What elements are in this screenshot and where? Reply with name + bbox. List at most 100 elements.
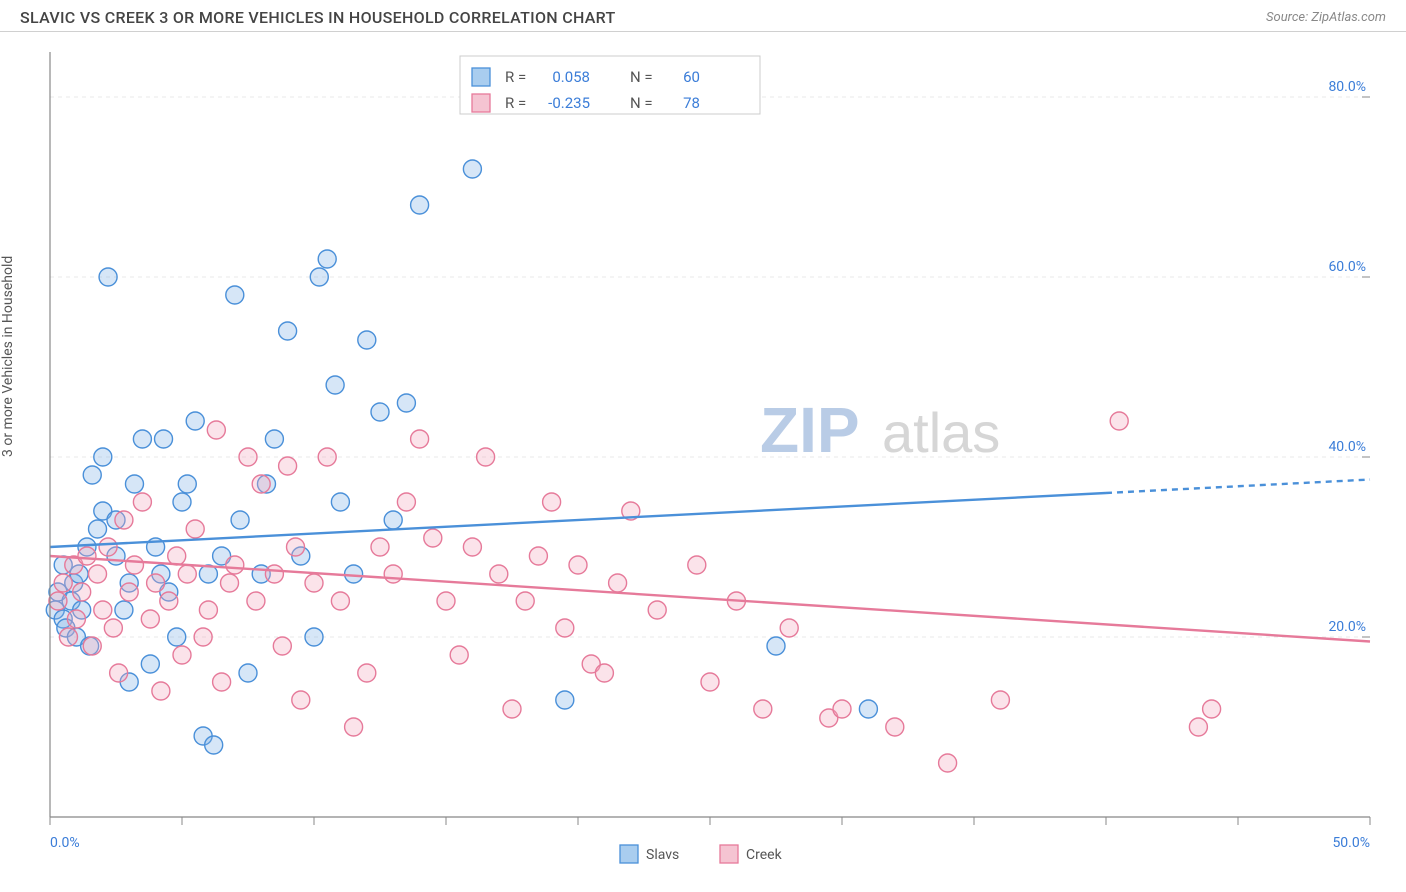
scatter-point — [110, 664, 128, 682]
svg-text:R =: R = — [505, 94, 526, 112]
scatter-point — [173, 493, 191, 511]
scatter-point — [168, 547, 186, 565]
scatter-point — [199, 601, 217, 619]
scatter-point — [529, 547, 547, 565]
scatter-point — [147, 574, 165, 592]
scatter-point — [939, 754, 957, 772]
y-axis-label: 3 or more Vehicles in Household — [0, 256, 16, 457]
scatter-point — [59, 628, 77, 646]
scatter-point — [310, 268, 328, 286]
scatter-point — [305, 574, 323, 592]
regression-line — [50, 493, 1106, 547]
svg-text:atlas: atlas — [882, 401, 1000, 464]
source-label: Source: ZipAtlas.com — [1266, 10, 1386, 25]
scatter-point — [186, 412, 204, 430]
x-tick-label: 50.0% — [1332, 835, 1370, 851]
y-tick-label: 40.0% — [1328, 439, 1366, 455]
scatter-point — [886, 718, 904, 736]
scatter-point — [207, 421, 225, 439]
scatter-point — [67, 610, 85, 628]
scatter-point — [371, 538, 389, 556]
scatter-point — [345, 565, 363, 583]
y-tick-label: 80.0% — [1328, 79, 1366, 95]
scatter-point — [358, 664, 376, 682]
scatter-point — [213, 673, 231, 691]
scatter-point — [503, 700, 521, 718]
scatter-point — [490, 565, 508, 583]
scatter-point — [463, 160, 481, 178]
scatter-point — [99, 538, 117, 556]
scatter-point — [371, 403, 389, 421]
scatter-point — [318, 250, 336, 268]
svg-text:N =: N = — [630, 94, 653, 112]
scatter-point — [424, 529, 442, 547]
scatter-point — [178, 475, 196, 493]
scatter-point — [556, 691, 574, 709]
scatter-point — [83, 466, 101, 484]
scatter-point — [287, 538, 305, 556]
scatter-point — [205, 736, 223, 754]
scatter-point — [239, 448, 257, 466]
legend-swatch — [620, 845, 638, 863]
svg-text:60: 60 — [683, 68, 700, 86]
scatter-point — [173, 646, 191, 664]
svg-text:R =: R = — [505, 68, 526, 86]
scatter-point — [556, 619, 574, 637]
scatter-point — [231, 511, 249, 529]
scatter-point — [247, 592, 265, 610]
scatter-point — [859, 700, 877, 718]
x-tick-label: 0.0% — [50, 835, 80, 851]
scatter-point — [991, 691, 1009, 709]
scatter-point — [83, 637, 101, 655]
scatter-point — [141, 655, 159, 673]
scatter-point — [226, 286, 244, 304]
scatter-point — [99, 268, 117, 286]
chart-title: SLAVIC VS CREEK 3 OR MORE VEHICLES IN HO… — [20, 8, 616, 27]
scatter-point — [648, 601, 666, 619]
scatter-point — [358, 331, 376, 349]
scatter-point — [115, 601, 133, 619]
y-tick-label: 20.0% — [1328, 619, 1366, 635]
scatter-point — [701, 673, 719, 691]
scatter-point — [265, 430, 283, 448]
regression-line-dashed — [1106, 480, 1370, 494]
scatter-point — [543, 493, 561, 511]
scatter-point — [89, 565, 107, 583]
scatter-point — [226, 556, 244, 574]
scatter-point — [104, 619, 122, 637]
scatter-point — [1189, 718, 1207, 736]
scatter-point — [292, 691, 310, 709]
scatter-point — [305, 628, 323, 646]
svg-text:-0.235: -0.235 — [548, 94, 590, 112]
scatter-point — [78, 547, 96, 565]
scatter-point — [239, 664, 257, 682]
scatter-point — [94, 601, 112, 619]
scatter-point — [331, 493, 349, 511]
scatter-point — [754, 700, 772, 718]
scatter-point — [1110, 412, 1128, 430]
scatter-point — [265, 565, 283, 583]
scatter-point — [133, 493, 151, 511]
scatter-point — [221, 574, 239, 592]
scatter-point — [437, 592, 455, 610]
scatter-point — [595, 664, 613, 682]
scatter-point — [152, 682, 170, 700]
scatter-point — [279, 322, 297, 340]
scatter-point — [318, 448, 336, 466]
header: SLAVIC VS CREEK 3 OR MORE VEHICLES IN HO… — [0, 0, 1406, 32]
scatter-point — [89, 520, 107, 538]
scatter-point — [569, 556, 587, 574]
scatter-point — [609, 574, 627, 592]
scatter-chart: ZIPatlas0.0%50.0%20.0%40.0%60.0%80.0%R =… — [0, 32, 1406, 882]
scatter-point — [54, 574, 72, 592]
scatter-point — [94, 448, 112, 466]
scatter-point — [186, 520, 204, 538]
svg-text:0.058: 0.058 — [552, 68, 590, 86]
scatter-point — [194, 628, 212, 646]
scatter-point — [780, 619, 798, 637]
svg-text:N =: N = — [630, 68, 653, 86]
scatter-point — [168, 628, 186, 646]
scatter-point — [178, 565, 196, 583]
scatter-point — [516, 592, 534, 610]
scatter-point — [252, 475, 270, 493]
